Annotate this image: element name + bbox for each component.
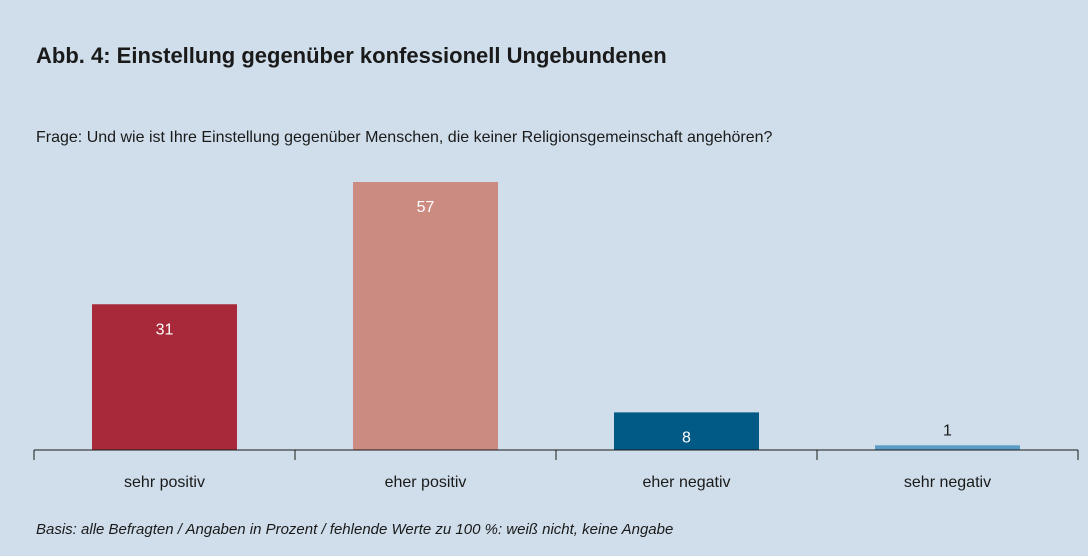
value-label: 1 [943, 423, 952, 440]
chart-subtitle: Frage: Und wie ist Ihre Einstellung gege… [36, 129, 773, 146]
bar [875, 445, 1020, 450]
value-label: 31 [156, 321, 174, 338]
bar [614, 412, 759, 450]
value-label: 57 [417, 199, 435, 216]
chart-title: Abb. 4: Einstellung gegenüber konfession… [36, 43, 667, 68]
x-tick-label: sehr negativ [904, 474, 991, 491]
x-tick-label: sehr positiv [124, 474, 205, 491]
bar [353, 182, 498, 450]
footnote: Basis: alle Befragten / Angaben in Proze… [36, 521, 673, 538]
value-label: 8 [682, 430, 691, 447]
bar [92, 304, 237, 450]
x-tick-label: eher negativ [642, 474, 730, 491]
x-tick-label: eher positiv [385, 474, 467, 491]
